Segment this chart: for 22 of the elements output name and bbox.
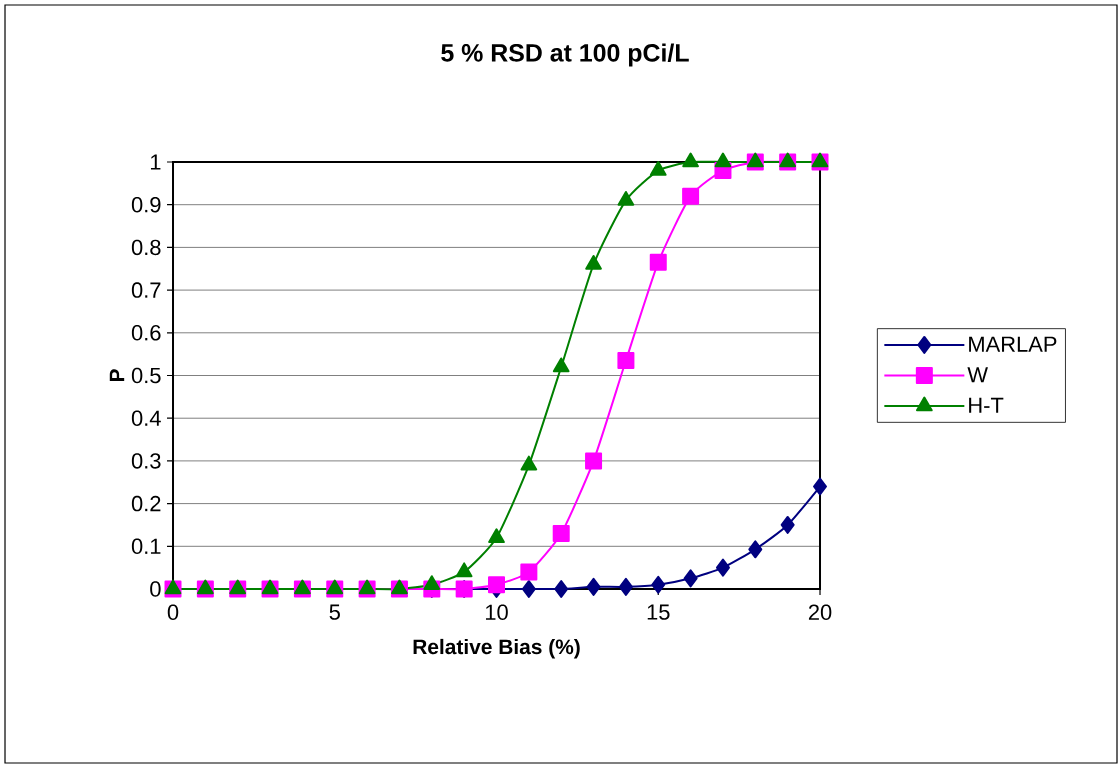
x-tick-label: 20	[808, 604, 832, 621]
y-tick-label: 0.4	[131, 410, 161, 426]
legend-label: MARLAP	[969, 336, 1057, 352]
x-tick-label: 15	[647, 604, 670, 620]
y-tick-label: 0.7	[131, 282, 161, 298]
y-tick-label: 0.2	[131, 495, 161, 512]
x-tick-label: 5	[329, 604, 340, 620]
x-tick-label: 0	[167, 604, 179, 621]
x-axis-title: Relative Bias (%)	[413, 638, 580, 659]
y-tick-label: 0.3	[131, 453, 161, 469]
y-axis-title: P	[109, 369, 125, 382]
y-tick-label: 0.9	[131, 196, 161, 213]
y-tick-label: 0.1	[131, 538, 161, 555]
x-tick-label: 10	[485, 604, 508, 621]
y-tick-label: 0.5	[131, 367, 161, 384]
legend-label: H-T	[969, 397, 1004, 413]
y-tick-label: 0	[150, 581, 161, 597]
y-tick-label: 0.8	[131, 239, 161, 256]
legend-label: W	[967, 367, 988, 383]
chart-title: 5 % RSD at 100 pCi/L	[441, 43, 689, 67]
y-tick-label: 1	[150, 154, 161, 170]
y-tick-label: 0.6	[131, 325, 161, 341]
